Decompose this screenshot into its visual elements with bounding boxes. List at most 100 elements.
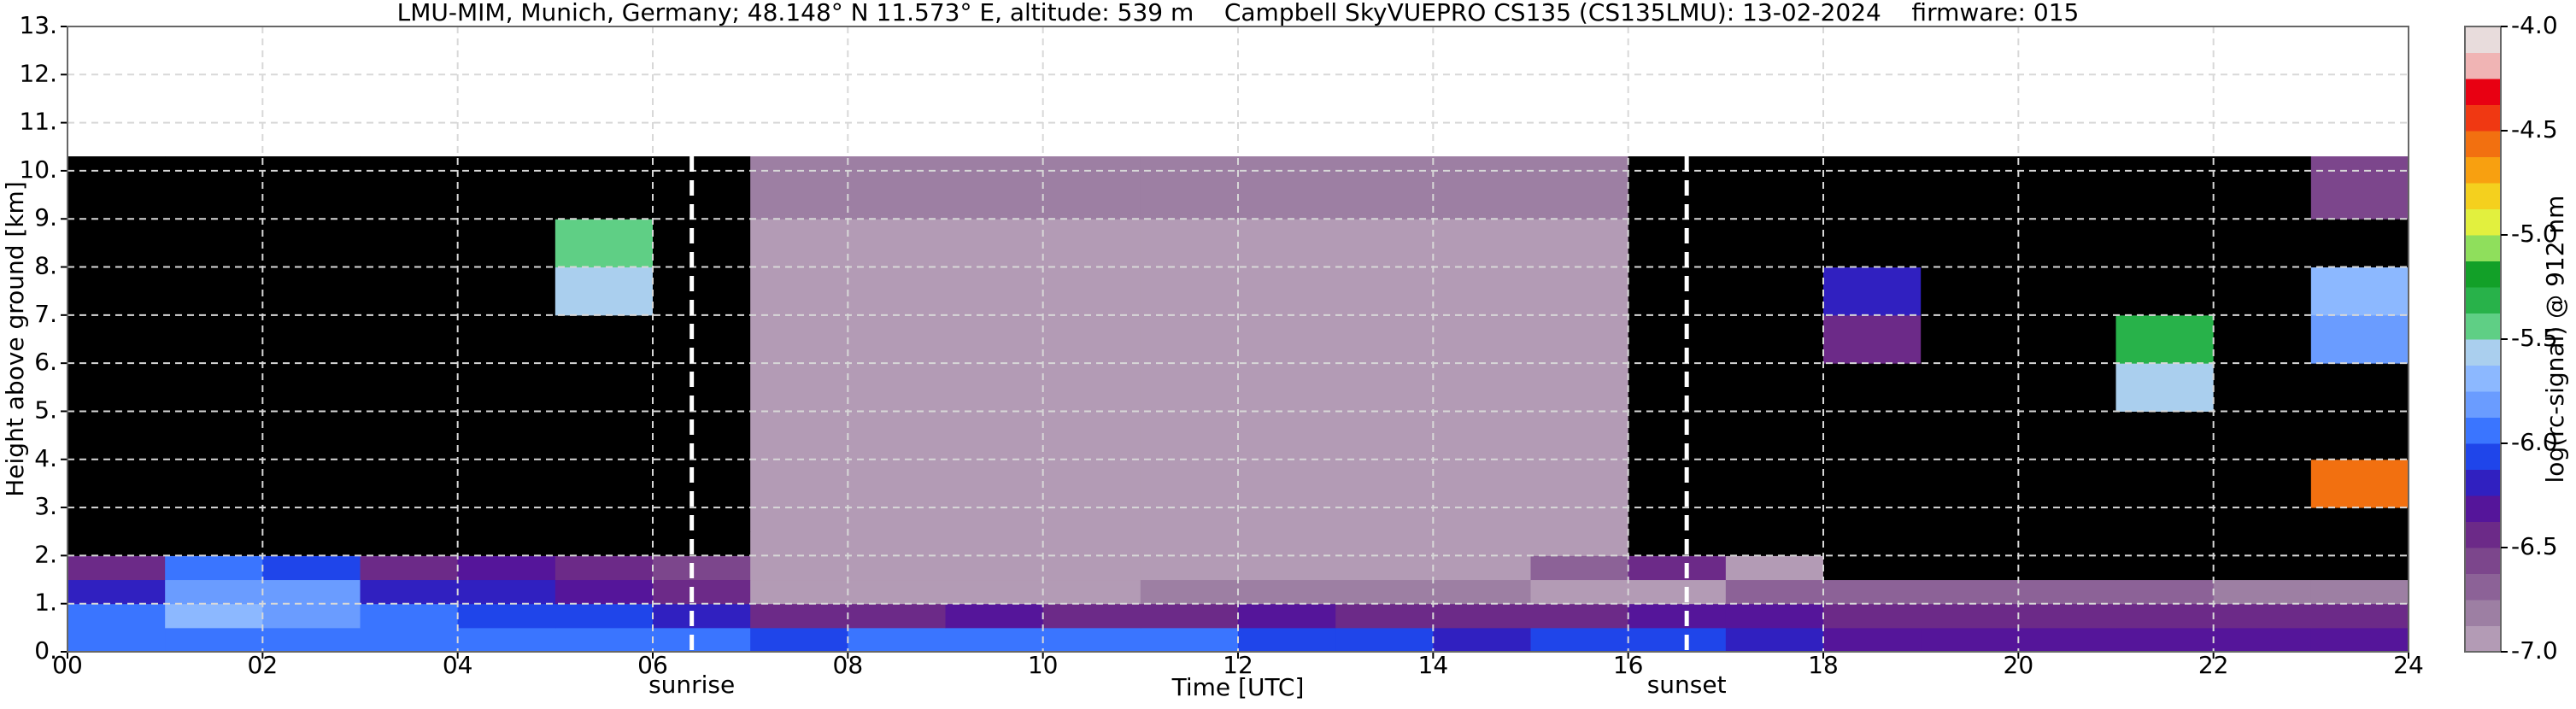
heatmap-cell [1628, 314, 1727, 364]
heatmap-cell [653, 156, 751, 220]
heatmap-cell [1140, 603, 1239, 629]
heatmap-cell [1628, 363, 1727, 412]
heatmap-cell [1921, 156, 2019, 220]
heatmap-cell [2115, 531, 2215, 556]
heatmap-cell [2115, 627, 2215, 653]
heatmap-cell [2213, 531, 2312, 556]
colorbar-tick-label: -4.5 [2511, 115, 2558, 144]
plot-frame [67, 26, 2409, 653]
heatmap-cell [1530, 267, 1629, 316]
heatmap-cell [1530, 363, 1629, 412]
heatmap-cell [2018, 267, 2116, 316]
heatmap-cell [2213, 603, 2312, 629]
heatmap-cell [165, 314, 263, 364]
heatmap-cell [1530, 156, 1629, 220]
heatmap-cell [165, 411, 263, 460]
heatmap-cell [2310, 411, 2409, 460]
heatmap-cell [750, 219, 848, 268]
heatmap-cell [2213, 219, 2312, 268]
colorbar-tick-label: -7.0 [2511, 636, 2558, 665]
heatmap-cell [1823, 314, 1922, 364]
heatmap-cell [2310, 531, 2409, 556]
x-tick-label: 18 [1808, 651, 1839, 679]
heatmap-cell [555, 314, 654, 364]
heatmap-cell [1921, 531, 2019, 556]
heatmap-cell [1628, 627, 1727, 653]
heatmap-cell [1530, 531, 1629, 556]
heatmap-cell [1921, 507, 2019, 532]
y-tick-label: 2. [34, 540, 57, 568]
heatmap-cell [1238, 314, 1336, 364]
heatmap-cell [1042, 459, 1141, 508]
x-tick-label: 12 [1223, 651, 1253, 679]
heatmap-cell [1725, 411, 1824, 460]
heatmap-cell [360, 156, 459, 220]
heatmap-cell [2213, 555, 2312, 581]
heatmap-cell [1042, 579, 1141, 605]
heatmap-cell [653, 603, 751, 629]
heatmap-cell [945, 267, 1044, 316]
colorbar-segment [2465, 625, 2501, 653]
heatmap-cell [1042, 555, 1141, 581]
heatmap-cell [2018, 459, 2116, 508]
colorbar-segment [2465, 313, 2501, 340]
heatmap-cell [2310, 507, 2409, 532]
heatmap-cell [165, 531, 263, 556]
y-tick-label: 7. [34, 300, 57, 328]
heatmap-cell [165, 156, 263, 220]
heatmap-cell [848, 411, 946, 460]
heatmap-cell [750, 579, 848, 605]
heatmap-cell [750, 314, 848, 364]
heatmap-cell [1335, 411, 1434, 460]
heatmap-cell [1140, 363, 1239, 412]
heatmap-cell [2213, 267, 2312, 316]
x-tick-label: 20 [2004, 651, 2034, 679]
heatmap-cell [1530, 579, 1629, 605]
heatmap-cell [1725, 267, 1824, 316]
colorbar-segment [2465, 79, 2501, 105]
y-tick-label: 9. [34, 203, 57, 231]
heatmap-cell [2213, 579, 2312, 605]
heatmap-cell [1140, 555, 1239, 581]
heatmap-cell [945, 411, 1044, 460]
heatmap-cell [1823, 603, 1922, 629]
heatmap-cell [2115, 363, 2215, 412]
heatmap-cell [653, 314, 751, 364]
heatmap-cell [457, 555, 556, 581]
heatmap-cell [1042, 156, 1141, 220]
heatmap-cell [848, 603, 946, 629]
heatmap-cell [1530, 219, 1629, 268]
heatmap-cell [1433, 363, 1531, 412]
heatmap-cell [848, 555, 946, 581]
heatmap-cell [67, 531, 166, 556]
heatmap-cell [2310, 314, 2409, 364]
heatmap-cell [165, 459, 263, 508]
heatmap-cell [2115, 156, 2215, 220]
heatmap-cell [750, 267, 848, 316]
heatmap-cell [653, 459, 751, 508]
y-tick-label: 10. [19, 155, 57, 184]
heatmap-cell [457, 579, 556, 605]
heatmap-cell [165, 219, 263, 268]
colorbar-segment [2465, 131, 2501, 157]
heatmap-cell [262, 314, 361, 364]
heatmap-cell [1335, 219, 1434, 268]
x-tick-label: 14 [1418, 651, 1449, 679]
heatmap-cell [1140, 267, 1239, 316]
heatmap-cell [67, 314, 166, 364]
heatmap-cell [360, 267, 459, 316]
heatmap-cell [457, 363, 556, 412]
heatmap-cell [1921, 579, 2019, 605]
heatmap-cell [2213, 627, 2312, 653]
heatmap-cell [262, 579, 361, 605]
heatmap-cell [2115, 603, 2215, 629]
heatmap-cell [1628, 459, 1727, 508]
heatmap-cell [750, 459, 848, 508]
heatmap-cell [1042, 314, 1141, 364]
heatmap-cell [1335, 603, 1434, 629]
heatmap-cell [2115, 555, 2215, 581]
heatmap-cell [360, 507, 459, 532]
heatmap-cell [848, 507, 946, 532]
colorbar-segment [2465, 495, 2501, 522]
heatmap-cell [1238, 156, 1336, 220]
